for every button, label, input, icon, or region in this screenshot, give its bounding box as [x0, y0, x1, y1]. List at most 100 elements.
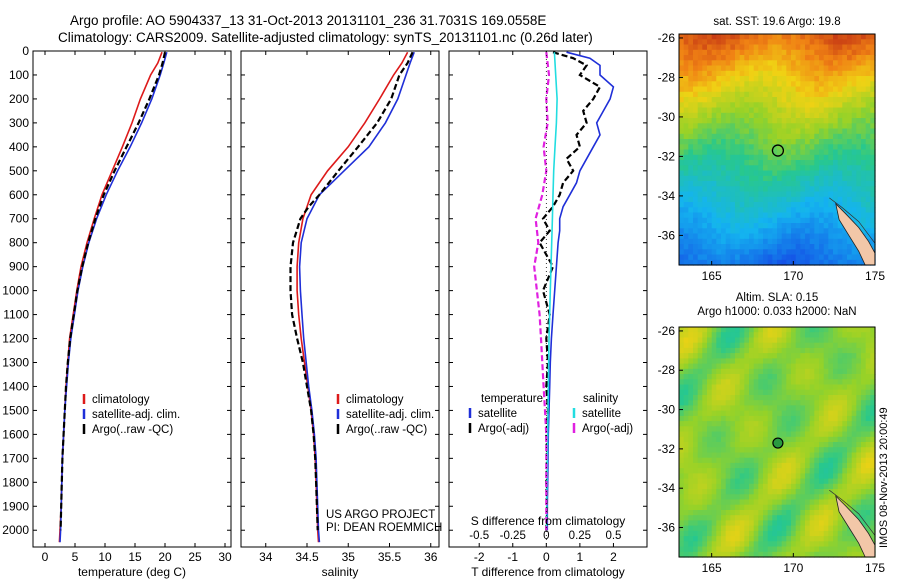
sla_map-cell: [767, 363, 773, 370]
sla_map-cell: [707, 442, 713, 448]
sst_map-cell: [809, 112, 815, 119]
sst_map-cell: [725, 160, 731, 166]
sst_map-cell: [753, 175, 759, 182]
sst_map-cell: [842, 170, 848, 177]
sla_map-cell: [777, 415, 783, 422]
sla_map-cell: [851, 489, 857, 495]
sst_map-cell: [758, 123, 764, 130]
sst_map-cell: [851, 249, 857, 256]
sst_map-cell: [828, 212, 834, 219]
sst_map-cell: [837, 181, 843, 187]
sst_map-cell: [758, 191, 764, 198]
difference-xtick-label: 2: [610, 550, 617, 564]
sst_map-cell: [730, 160, 736, 166]
sst_map-cell: [758, 70, 764, 77]
sst_map-cell: [842, 86, 848, 93]
sst_map-cell: [851, 102, 857, 109]
sst_map-cell: [772, 249, 778, 256]
sla_map-cell: [870, 353, 876, 359]
sst_map-cell: [786, 139, 792, 145]
sst_map-cell: [753, 128, 759, 135]
sla_map-cell: [861, 415, 867, 422]
sst_map-cell: [800, 55, 806, 61]
sst_map-cell: [786, 165, 792, 172]
sst_map-cell: [688, 254, 694, 261]
sla_map-cell: [735, 510, 741, 516]
sst_map-cell: [842, 165, 848, 172]
sla_map-cell: [800, 504, 806, 511]
sst_map-cell: [744, 81, 750, 88]
sst_map-cell: [833, 60, 839, 67]
sla_map-cell: [777, 462, 783, 469]
sla_map-cell: [851, 457, 857, 464]
sst_map-cell: [739, 223, 745, 229]
sst_map-cell: [819, 112, 825, 119]
sst_map-cell: [772, 70, 778, 77]
sla_map-cell: [744, 363, 750, 370]
sla_map-cell: [716, 447, 722, 453]
sla_map-cell: [795, 462, 801, 469]
sst_map-cell: [679, 97, 685, 103]
sst_map-cell: [819, 149, 825, 156]
sla_map-cell: [851, 431, 857, 438]
sst_map-cell: [693, 202, 699, 208]
sst_map-ytick-label: -32: [658, 149, 676, 163]
sst_map-cell: [749, 212, 755, 219]
sla_map-cell: [837, 342, 843, 349]
sla_map-cell: [721, 342, 727, 349]
sst_map-cell: [856, 70, 862, 77]
sla_map-cell: [819, 374, 825, 380]
sst_map-cell: [786, 160, 792, 166]
sst_map-cell: [739, 81, 745, 88]
sst_map-cell: [791, 118, 797, 124]
sla_map-cell: [823, 520, 829, 527]
sla_map-cell: [707, 473, 713, 480]
sst_map-cell: [809, 170, 815, 177]
sst_map-cell: [865, 207, 871, 214]
sst_map-cell: [800, 254, 806, 261]
sst_map-cell: [735, 223, 741, 229]
sst_map-cell: [763, 44, 769, 51]
sla_map-cell: [739, 489, 745, 495]
sla_map-cell: [679, 473, 685, 480]
sla_map-cell: [683, 525, 689, 532]
sst_map-cell: [707, 254, 713, 261]
sla_map-cell: [693, 363, 699, 370]
sla_map-frame: [678, 326, 876, 558]
sla_map-cell: [730, 410, 736, 417]
sla_map-cell: [721, 510, 727, 516]
sla_map-cell: [749, 353, 755, 359]
sst_map-cell: [837, 170, 843, 177]
sla_map-cell: [777, 483, 783, 490]
sst_map-cell: [781, 123, 787, 130]
sst_map-cell: [819, 160, 825, 166]
sst_map-cell: [837, 202, 843, 208]
sst_map-cell: [814, 249, 820, 256]
sst_map-cell: [702, 102, 708, 109]
sla_map-cell: [697, 358, 703, 365]
sst_map-cell: [730, 76, 736, 82]
sla_map-cell: [693, 551, 699, 558]
sla_map-cell: [809, 546, 815, 553]
sla_map-cell: [865, 489, 871, 495]
sst_map-cell: [735, 149, 741, 156]
sst_map-cell: [777, 144, 783, 151]
sst_map-cell: [791, 191, 797, 198]
sla_map-cell: [800, 452, 806, 459]
sst_map-cell: [814, 139, 820, 145]
sst_map-cell: [763, 65, 769, 72]
sst_map-cell: [847, 191, 853, 198]
sst_map-cell: [744, 217, 750, 224]
sst_map-cell: [707, 128, 713, 135]
sst_map-cell: [856, 223, 862, 229]
sst_map-cell: [707, 196, 713, 203]
sst_map-cell: [753, 34, 759, 40]
sst_map-cell: [786, 228, 792, 235]
sla_map-cell: [786, 332, 792, 338]
sla_map-cell: [702, 395, 708, 401]
sla_map-cell: [805, 358, 811, 365]
sla_map-cell: [697, 462, 703, 469]
sst_map-cell: [865, 212, 871, 219]
sst_map-cell: [730, 81, 736, 88]
sst_map-cell: [814, 175, 820, 182]
